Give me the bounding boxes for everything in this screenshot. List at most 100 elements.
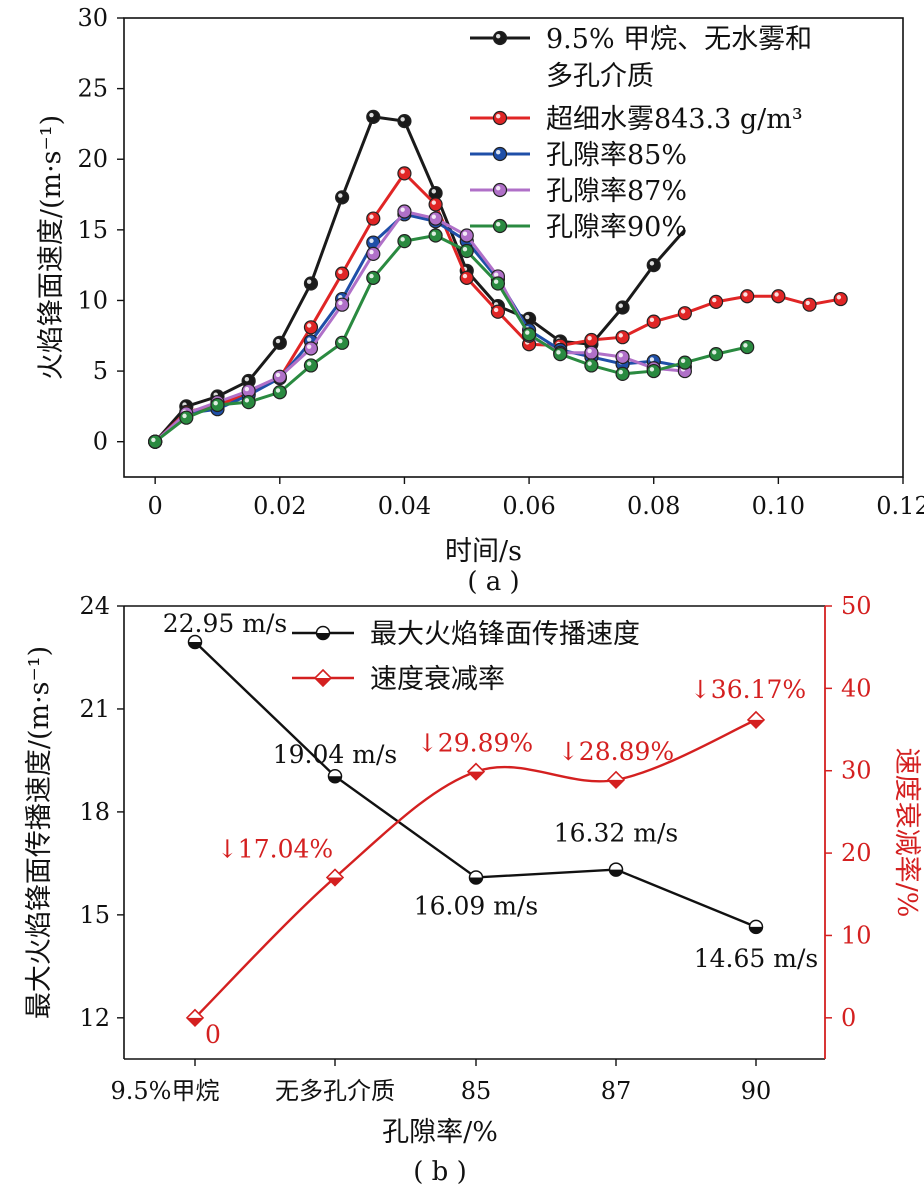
data-point <box>833 291 848 307</box>
data-point-highlight <box>400 237 405 242</box>
data-point-fill <box>609 869 623 877</box>
data-point-highlight <box>743 292 748 297</box>
legend-marker <box>492 110 508 126</box>
data-point <box>584 345 599 360</box>
legend-marker-highlight <box>496 114 501 119</box>
data-point <box>428 197 443 212</box>
x-tick-label: 0.10 <box>752 492 805 520</box>
data-point-highlight <box>525 330 530 335</box>
legend-label: 孔隙率90% <box>546 212 687 243</box>
data-point-highlight <box>649 317 655 323</box>
data-point <box>740 289 755 304</box>
data-point-highlight <box>587 348 592 354</box>
y-right-tick-label: 40 <box>841 674 872 702</box>
data-point-highlight <box>338 269 343 275</box>
data-label: ↓17.04% <box>217 834 333 863</box>
data-point-highlight <box>493 307 499 313</box>
data-point-fill <box>468 771 484 780</box>
data-point <box>303 341 319 356</box>
data-point <box>553 347 568 362</box>
data-point-highlight <box>244 398 250 403</box>
y-tick-label: 25 <box>77 75 108 103</box>
data-point-fill <box>327 877 343 886</box>
data-point-highlight <box>493 272 499 277</box>
data-point-highlight <box>774 292 779 297</box>
data-point <box>272 385 287 400</box>
data-point <box>335 266 350 281</box>
data-point-highlight <box>431 189 436 194</box>
data-label: ↓28.89% <box>558 737 674 766</box>
data-point-highlight <box>587 336 592 341</box>
data-point <box>397 204 412 219</box>
data-point <box>366 109 381 124</box>
legend-marker-highlight <box>496 34 501 39</box>
data-point <box>335 190 350 205</box>
data-point-highlight <box>712 350 717 355</box>
y-left-tick-label: 18 <box>79 798 110 826</box>
data-point <box>303 358 319 373</box>
data-point-highlight <box>649 367 655 372</box>
data-point <box>459 270 474 285</box>
data-point-highlight <box>306 337 312 342</box>
data-point <box>490 276 506 291</box>
legend-marker <box>492 30 508 46</box>
legend-label: 多孔介质 <box>546 61 654 92</box>
data-point-highlight <box>338 300 343 306</box>
legend-marker-highlight <box>496 186 501 191</box>
data-point-highlight <box>649 261 655 266</box>
data-point-highlight <box>151 437 156 443</box>
legend-label: 速度衰减率 <box>370 664 505 695</box>
data-point <box>646 258 661 273</box>
y-right-tick-label: 0 <box>841 1004 856 1032</box>
data-point-highlight <box>275 372 281 378</box>
y-left-tick-label: 21 <box>79 695 110 723</box>
data-point <box>272 369 287 384</box>
data-point-highlight <box>275 338 281 344</box>
legend-marker-fill <box>315 678 331 686</box>
x-tick-label: 0 <box>148 492 163 520</box>
x-tick-label: 0.08 <box>627 492 680 520</box>
x-tick-label: 0.02 <box>253 492 306 520</box>
data-point-highlight <box>556 350 561 355</box>
data-point-highlight <box>244 386 250 392</box>
y-right-axis-title: 速度衰减率/% <box>891 748 922 918</box>
data-point <box>646 314 661 329</box>
data-point-highlight <box>712 297 717 303</box>
x-tick-label: 0.06 <box>502 492 555 520</box>
data-point <box>708 294 724 309</box>
x-tick-label: 0.04 <box>378 492 431 520</box>
y-tick-label: 10 <box>77 286 108 314</box>
data-point <box>584 358 599 373</box>
data-point <box>802 297 817 312</box>
y-tick-label: 0 <box>93 428 108 456</box>
legend-label: 超细水雾843.3 g/m³ <box>546 104 803 135</box>
x-tick-label: 87 <box>601 1077 632 1105</box>
data-point <box>210 397 225 413</box>
y-tick-label: 20 <box>77 145 108 173</box>
y-left-axis-title: 最大火焰锋面传播速度/(m·s⁻¹) <box>24 646 55 1019</box>
y-right-tick-label: 20 <box>841 839 872 867</box>
y-axis-title: 火焰锋面速度/(m·s⁻¹) <box>36 115 67 380</box>
x-tick-label: 9.5%甲烷 <box>111 1077 220 1105</box>
y-left-tick-label: 24 <box>79 592 110 620</box>
data-point <box>459 243 474 259</box>
data-point-highlight <box>275 388 281 393</box>
data-label: 0 <box>205 1020 221 1049</box>
legend-marker <box>492 182 508 198</box>
data-point <box>708 347 724 362</box>
data-point-highlight <box>680 358 686 364</box>
data-point <box>584 332 599 348</box>
data-point <box>646 363 661 379</box>
data-point-highlight <box>400 169 405 174</box>
data-point-highlight <box>649 357 655 362</box>
x-axis-title: 时间/s <box>445 536 522 567</box>
data-point-fill <box>608 779 624 788</box>
data-point <box>303 320 319 335</box>
data-point-highlight <box>369 238 374 243</box>
data-point <box>771 289 786 304</box>
data-point-highlight <box>338 193 343 198</box>
data-point-highlight <box>369 273 374 279</box>
data-point <box>428 211 443 226</box>
data-point <box>490 304 506 319</box>
